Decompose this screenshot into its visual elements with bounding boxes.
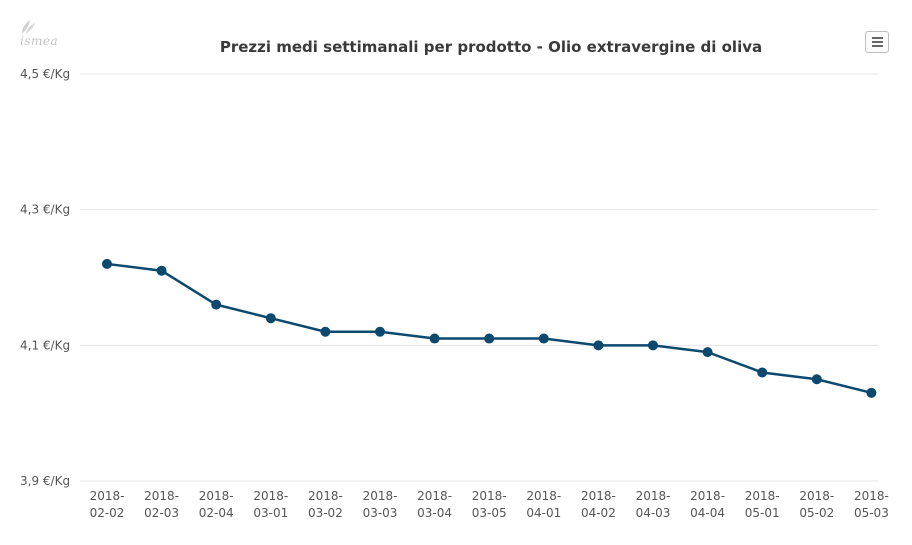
x-tick-label: 2018-	[581, 489, 616, 503]
x-tick-label: 05-02	[799, 506, 834, 520]
data-point	[811, 374, 822, 385]
data-point	[538, 333, 549, 344]
data-point	[484, 333, 495, 344]
x-tick-label: 03-03	[363, 506, 398, 520]
ismea-logo	[16, 18, 72, 52]
x-tick-label: 2018-	[144, 489, 179, 503]
x-tick-label: 2018-	[472, 489, 507, 503]
x-tick-label: 2018-	[308, 489, 343, 503]
x-tick-label: 02-02	[90, 506, 125, 520]
ismea-logo-text: ismea	[20, 34, 59, 48]
x-tick-label: 04-03	[636, 506, 671, 520]
data-point	[102, 258, 112, 269]
series-line	[106, 262, 872, 395]
x-tick-label: 03-05	[472, 506, 507, 520]
leaf-icon	[22, 20, 35, 34]
data-point	[265, 313, 276, 324]
x-tick-label: 04-04	[690, 506, 725, 520]
x-tick-label: 05-01	[745, 506, 780, 520]
data-point	[320, 326, 331, 337]
data-point	[866, 387, 877, 398]
y-tick-label: 4,3 €/Kg	[20, 203, 70, 217]
y-tick-label: 4,1 €/Kg	[20, 338, 70, 352]
x-tick-label: 2018-	[636, 489, 671, 503]
data-point	[593, 340, 604, 351]
x-tick-label: 05-03	[854, 506, 889, 520]
x-tick-label: 2018-	[253, 489, 288, 503]
chart-title: Prezzi medi settimanali per prodotto - O…	[219, 38, 763, 56]
x-tick-label: 03-02	[308, 506, 343, 520]
data-point	[429, 333, 440, 344]
data-point	[648, 340, 658, 351]
x-tick-label: 2018-	[526, 489, 561, 503]
x-tick-label: 2018-	[90, 489, 125, 503]
x-tick-label: 03-04	[417, 506, 452, 520]
x-tick-label: 2018-	[690, 489, 725, 503]
data-point	[211, 299, 222, 310]
hamburger-menu-icon	[872, 37, 883, 39]
data-point	[156, 265, 167, 276]
x-tick-label: 02-04	[199, 506, 234, 520]
data-point	[375, 326, 385, 337]
x-tick-label: 04-01	[526, 506, 561, 520]
x-tick-label: 02-03	[144, 506, 179, 520]
x-tick-label: 2018-	[363, 489, 398, 503]
x-tick-label: 2018-	[799, 489, 834, 503]
data-point	[757, 367, 768, 378]
x-tick-label: 2018-	[745, 489, 780, 503]
data-point	[702, 347, 713, 358]
x-tick-label: 2018-	[199, 489, 234, 503]
x-tick-label: 04-02	[581, 506, 616, 520]
x-tick-label: 2018-	[854, 489, 889, 503]
y-tick-label: 3,9 €/Kg	[20, 474, 70, 488]
chart-menu-button[interactable]	[865, 31, 889, 53]
x-tick-label: 2018-	[417, 489, 452, 503]
x-tick-label: 03-01	[253, 506, 288, 520]
y-tick-label: 4,5 €/Kg	[20, 67, 70, 81]
